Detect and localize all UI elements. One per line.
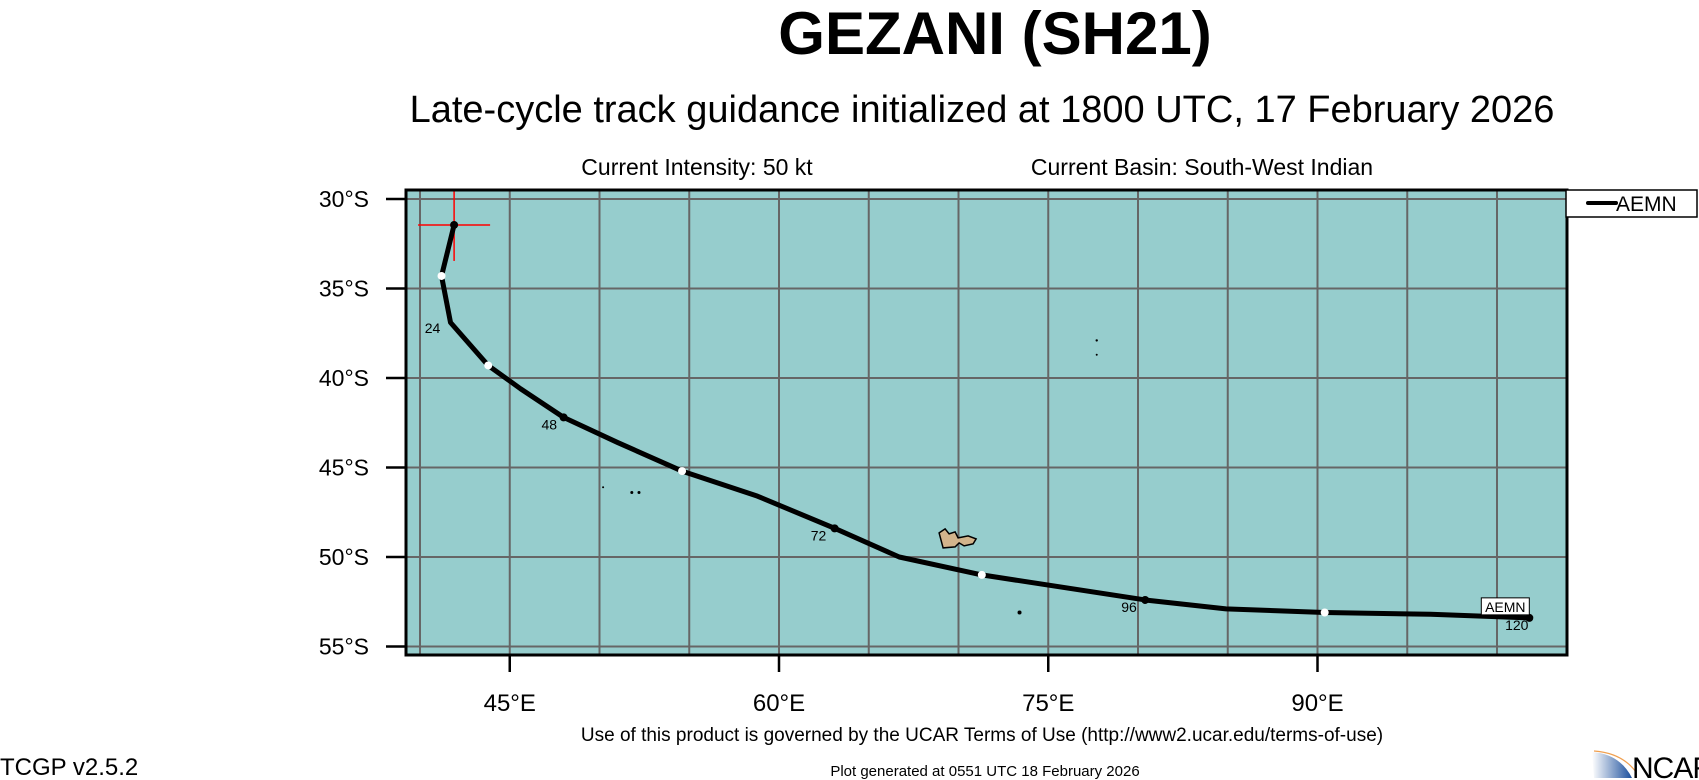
track-end-label-box — [1480, 597, 1530, 616]
map-frame — [404, 188, 1569, 657]
plot-subtitle: Late-cycle track guidance initialized at… — [410, 89, 1555, 131]
ncar-swoosh-icon — [1592, 752, 1632, 778]
lat-tick-label: 40°S — [319, 365, 369, 391]
version-label: TCGP v2.5.2 — [0, 754, 138, 780]
lat-lon-grid — [406, 190, 1567, 655]
forecast-point-108h — [1320, 608, 1329, 617]
forecast-point-96h — [1141, 595, 1150, 604]
track-line-aemn — [439, 224, 1530, 621]
lon-tick-label: 75°E — [1022, 690, 1074, 717]
forecast-hour-label: 96 — [1121, 599, 1137, 615]
island — [630, 491, 634, 495]
plot-generated: Plot generated at 0551 UTC 18 February 2… — [830, 763, 1139, 780]
terms-of-use: Use of this product is governed by the U… — [581, 725, 1383, 746]
lon-tick-label: 90°E — [1291, 690, 1343, 717]
forecast-hour-label: 48 — [541, 417, 557, 433]
forecast-point-0h — [450, 220, 459, 229]
lat-tick-label: 35°S — [319, 276, 369, 302]
ncar-logo-text: NCAR — [1632, 752, 1699, 780]
forecast-hour-label: 24 — [425, 320, 441, 336]
lat-tick-label: 55°S — [319, 634, 369, 660]
storm-title: GEZANI (SH21) — [778, 0, 1211, 67]
forecast-point-60h — [678, 467, 687, 476]
lat-tick-label: 50°S — [319, 544, 369, 570]
forecast-point-48h — [559, 413, 568, 422]
lat-tick-label: 45°S — [319, 455, 369, 481]
island — [1095, 353, 1098, 356]
map-axes: 30°S 35°S 40°S 45°S 50°S 55°S 45°E 60°E 75°E 90°E — [319, 186, 1344, 717]
ncar-logo: NCAR — [1592, 750, 1699, 780]
island — [1095, 339, 1098, 342]
legend: AEMN — [1565, 189, 1698, 218]
forecast-point-36h — [484, 361, 493, 370]
forecast-point-84h — [977, 570, 986, 579]
island — [637, 491, 641, 495]
forecast-point-72h — [830, 524, 839, 533]
island-kerguelen — [938, 527, 978, 549]
lat-tick-label: 30°S — [319, 186, 369, 212]
track-end-label: AEMN — [1485, 599, 1525, 615]
forecast-point-120h — [1525, 613, 1534, 622]
lon-tick-label: 45°E — [484, 690, 536, 717]
current-intensity: Current Intensity: 50 kt — [581, 154, 813, 180]
model-tracks: 24 48 72 96 120 AEMN — [425, 220, 1534, 633]
island — [1017, 610, 1022, 615]
forecast-hour-label: 72 — [811, 528, 827, 544]
lon-tick-label: 60°E — [753, 690, 805, 717]
legend-label-aemn: AEMN — [1616, 193, 1677, 216]
forecast-point-12h — [437, 271, 446, 280]
current-basin: Current Basin: South-West Indian — [1031, 154, 1373, 180]
forecast-hour-label: 120 — [1505, 617, 1529, 633]
islands — [602, 339, 1098, 615]
island — [602, 486, 605, 489]
